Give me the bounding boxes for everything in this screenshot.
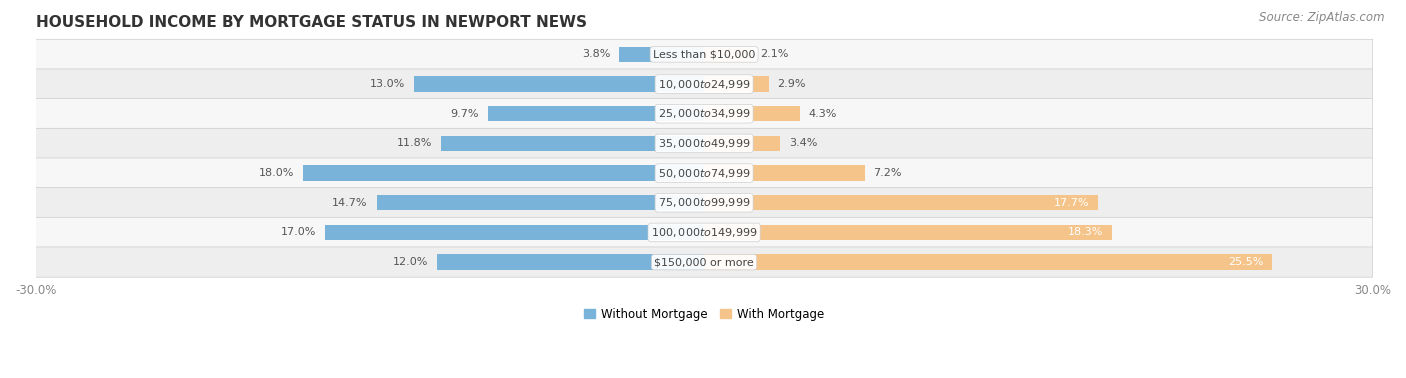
Bar [488,106,704,121]
Bar [620,47,704,62]
Text: $75,000 to $99,999: $75,000 to $99,999 [658,196,751,209]
Text: 25.5%: 25.5% [1227,257,1264,267]
Text: $35,000 to $49,999: $35,000 to $49,999 [658,137,751,150]
Text: 7.2%: 7.2% [873,168,901,178]
FancyBboxPatch shape [35,99,1372,129]
Text: 14.7%: 14.7% [332,198,367,208]
Text: HOUSEHOLD INCOME BY MORTGAGE STATUS IN NEWPORT NEWS: HOUSEHOLD INCOME BY MORTGAGE STATUS IN N… [35,15,586,30]
Text: 18.3%: 18.3% [1067,228,1102,237]
Bar [377,195,704,211]
Text: $25,000 to $34,999: $25,000 to $34,999 [658,107,751,120]
Bar [704,254,1272,270]
Bar [441,136,704,151]
Bar [704,47,751,62]
FancyBboxPatch shape [35,187,1372,218]
Legend: Without Mortgage, With Mortgage: Without Mortgage, With Mortgage [579,303,830,325]
Bar [704,136,780,151]
FancyBboxPatch shape [35,69,1372,99]
FancyBboxPatch shape [35,39,1372,70]
Text: $100,000 to $149,999: $100,000 to $149,999 [651,226,758,239]
FancyBboxPatch shape [35,158,1372,188]
Text: 3.4%: 3.4% [789,138,817,149]
Text: 4.3%: 4.3% [808,109,837,119]
Bar [325,225,704,240]
FancyBboxPatch shape [35,217,1372,248]
Text: 12.0%: 12.0% [392,257,427,267]
Bar [437,254,704,270]
Bar [704,225,1112,240]
Text: 9.7%: 9.7% [450,109,479,119]
FancyBboxPatch shape [35,247,1372,277]
Text: 2.9%: 2.9% [778,79,806,89]
Text: 18.0%: 18.0% [259,168,294,178]
Bar [704,166,865,181]
FancyBboxPatch shape [35,128,1372,158]
Text: $10,000 to $24,999: $10,000 to $24,999 [658,77,751,91]
Bar [415,76,704,92]
Text: 3.8%: 3.8% [582,50,610,59]
Text: 11.8%: 11.8% [396,138,432,149]
Bar [704,195,1098,211]
Text: Less than $10,000: Less than $10,000 [652,50,755,59]
Text: 17.0%: 17.0% [281,228,316,237]
Bar [304,166,704,181]
Text: 17.7%: 17.7% [1054,198,1090,208]
Text: 13.0%: 13.0% [370,79,405,89]
Text: Source: ZipAtlas.com: Source: ZipAtlas.com [1260,11,1385,24]
Text: $50,000 to $74,999: $50,000 to $74,999 [658,167,751,180]
Bar [704,76,769,92]
Bar [704,106,800,121]
Text: $150,000 or more: $150,000 or more [654,257,754,267]
Text: 2.1%: 2.1% [759,50,789,59]
